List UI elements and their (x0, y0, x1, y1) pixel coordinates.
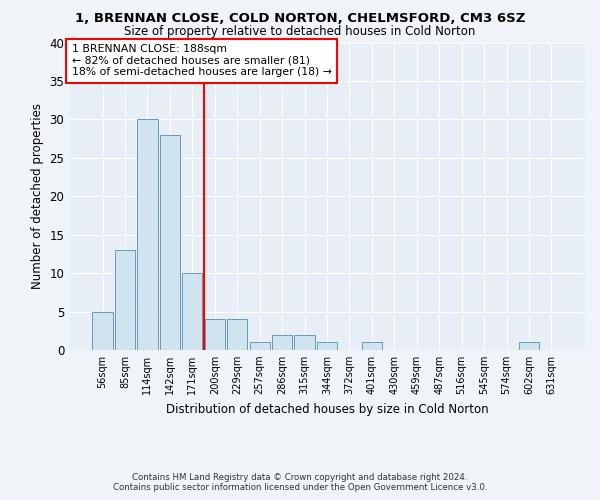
Bar (137, 120, 158, 350)
Text: Size of property relative to detached houses in Cold Norton: Size of property relative to detached ho… (124, 25, 476, 38)
Bar (92, 312, 113, 350)
Bar (205, 319, 225, 350)
X-axis label: Distribution of detached houses by size in Cold Norton: Distribution of detached houses by size … (166, 402, 488, 415)
Text: 1, BRENNAN CLOSE, COLD NORTON, CHELMSFORD, CM3 6SZ: 1, BRENNAN CLOSE, COLD NORTON, CHELMSFOR… (75, 12, 525, 26)
Bar (115, 250, 135, 350)
Y-axis label: Number of detached properties: Number of detached properties (31, 104, 44, 289)
Bar (362, 342, 382, 350)
Bar (272, 334, 292, 350)
Bar (519, 342, 539, 350)
Bar (317, 342, 337, 350)
Text: Contains HM Land Registry data © Crown copyright and database right 2024.
Contai: Contains HM Land Registry data © Crown c… (113, 473, 487, 492)
Text: 1 BRENNAN CLOSE: 188sqm
← 82% of detached houses are smaller (81)
18% of semi-de: 1 BRENNAN CLOSE: 188sqm ← 82% of detache… (71, 44, 331, 77)
Bar (182, 273, 202, 350)
Bar (160, 134, 180, 350)
Bar (227, 319, 247, 350)
Bar (295, 334, 314, 350)
Bar (250, 342, 270, 350)
